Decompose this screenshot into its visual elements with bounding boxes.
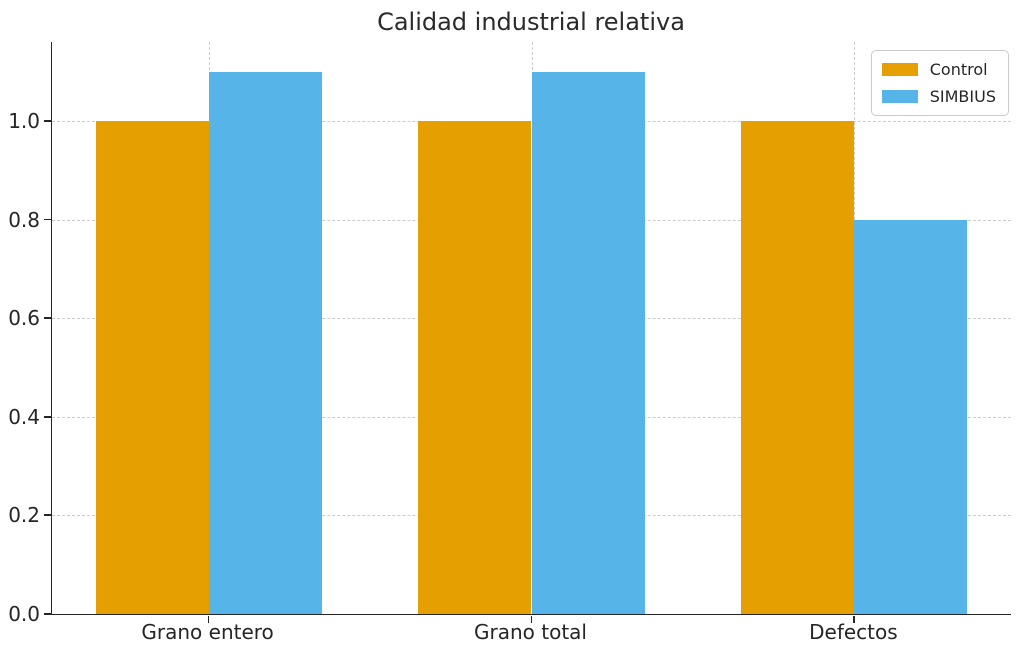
xtick-mark-grano-total <box>530 615 533 623</box>
ytick-mark-0.2 <box>44 514 51 517</box>
legend-row-control: Control <box>881 60 996 79</box>
ytick-mark-0.4 <box>44 415 51 418</box>
bar-control-grano-total <box>418 120 532 614</box>
ytick-label-0.4: 0.4 <box>8 404 40 429</box>
ytick-mark-1.0 <box>44 119 51 122</box>
legend-swatch-control <box>881 63 918 76</box>
ytick-mark-0.6 <box>44 317 51 319</box>
xtick-mark-grano-entero <box>207 615 210 623</box>
bar-simbius-grano-total <box>531 71 645 614</box>
ytick-label-0.8: 0.8 <box>8 207 40 232</box>
ytick-label-0.6: 0.6 <box>8 306 40 331</box>
legend-swatch-simbius <box>881 90 918 103</box>
xtick-label-grano-total: Grano total <box>474 620 587 644</box>
xtick-label-grano-entero: Grano entero <box>141 620 274 644</box>
xtick-mark-defectos <box>853 615 856 623</box>
ytick-mark-0.8 <box>44 218 51 221</box>
legend: Control SIMBIUS <box>870 50 1009 116</box>
xtick-label-defectos: Defectos <box>809 620 898 644</box>
chart-title: Calidad industrial relativa <box>377 8 685 36</box>
bar-control-grano-entero <box>95 120 209 614</box>
legend-row-simbius: SIMBIUS <box>881 87 996 106</box>
ytick-label-0.2: 0.2 <box>8 503 40 528</box>
legend-label-control: Control <box>929 60 988 79</box>
ytick-label-0.0: 0.0 <box>8 602 40 626</box>
legend-label-simbius: SIMBIUS <box>929 87 996 106</box>
bar-control-defectos <box>741 120 855 614</box>
bar-simbius-defectos <box>854 219 968 614</box>
ytick-label-1.0: 1.0 <box>8 108 40 133</box>
plot-area <box>51 42 1011 615</box>
bar-simbius-grano-entero <box>208 71 322 614</box>
ytick-mark-0.0 <box>44 613 51 615</box>
